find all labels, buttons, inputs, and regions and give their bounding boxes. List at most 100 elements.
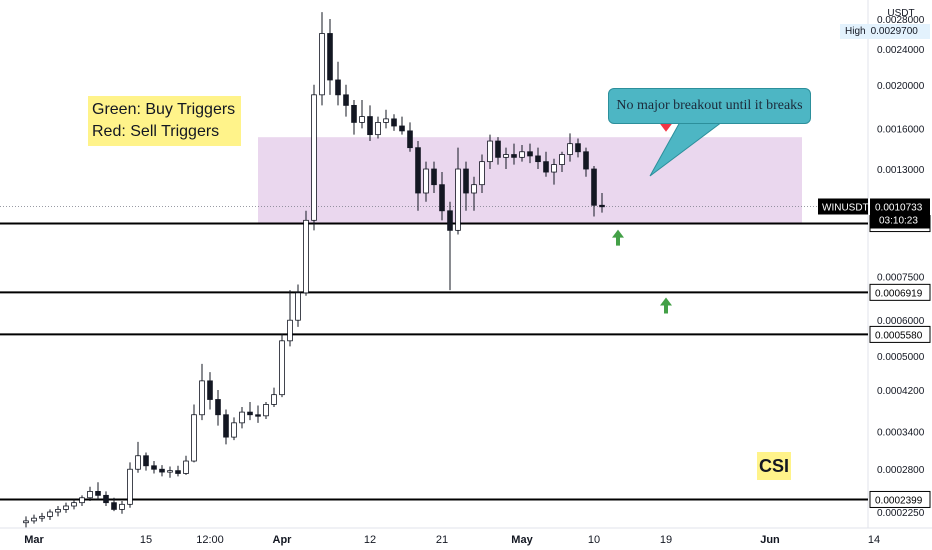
- level-price-box: [869, 490, 931, 508]
- time-tick-label: 12: [364, 534, 376, 546]
- price-tick-label: 0.0013000: [877, 165, 925, 176]
- candle: [335, 61, 341, 106]
- candle: [95, 482, 101, 500]
- candle: [527, 143, 533, 164]
- candle-body: [223, 414, 229, 438]
- candle: [223, 409, 229, 445]
- candle: [383, 109, 389, 129]
- level-price-box: [869, 325, 931, 343]
- candle: [511, 143, 517, 165]
- candle-body: [111, 502, 117, 510]
- candle-body: [343, 94, 349, 106]
- candle-body: [519, 151, 525, 158]
- candle: [567, 133, 573, 162]
- candle: [327, 19, 333, 95]
- candle: [175, 465, 181, 477]
- candle-body: [399, 125, 405, 132]
- candle-body: [103, 494, 109, 504]
- time-tick-label: 10: [588, 534, 600, 546]
- candle-body: [263, 404, 269, 417]
- candle: [471, 176, 477, 211]
- level-price-box: [869, 283, 931, 301]
- candle: [591, 166, 597, 217]
- candle: [287, 290, 293, 347]
- candle-body: [143, 455, 149, 467]
- candle-body: [119, 503, 125, 510]
- candle: [487, 134, 493, 170]
- candle: [135, 441, 141, 473]
- candle-body: [175, 470, 181, 474]
- candle-body: [151, 465, 157, 470]
- candle-body: [367, 116, 373, 136]
- candle-body: [295, 292, 301, 321]
- candle: [391, 114, 397, 131]
- price-tick-label: 0.0024000: [877, 45, 925, 56]
- buy-trigger-legend: Green: Buy Triggers: [92, 101, 236, 118]
- candle-body: [591, 168, 597, 206]
- candle: [375, 116, 381, 139]
- candle-body: [567, 143, 573, 155]
- candle-body: [511, 154, 517, 158]
- time-tick-label: 19: [660, 534, 672, 546]
- candle-body: [271, 394, 277, 405]
- candle: [415, 141, 421, 211]
- candle: [183, 455, 189, 475]
- candle-body: [423, 168, 429, 194]
- price-tick-label: 0.0007500: [877, 273, 925, 284]
- candle: [407, 122, 413, 152]
- candle: [319, 12, 325, 106]
- candle: [119, 501, 125, 514]
- candle-body: [87, 490, 93, 499]
- candle: [535, 147, 541, 170]
- candle-body: [23, 520, 29, 524]
- time-tick-label: Jun: [760, 534, 780, 546]
- candle-body: [431, 168, 437, 186]
- candle: [191, 404, 197, 463]
- level-price-label: 0.0006919: [875, 288, 923, 299]
- candle-body: [255, 414, 261, 417]
- bar-countdown-label: 03:10:23: [879, 215, 918, 226]
- candle: [503, 147, 509, 170]
- price-tick-label: 0.0005000: [877, 352, 925, 363]
- candle: [519, 144, 525, 162]
- candle: [103, 491, 109, 507]
- candle-body: [63, 505, 69, 510]
- symbol-tag-label: WINUSDT: [822, 202, 869, 213]
- candle: [151, 461, 157, 474]
- candle-body: [39, 515, 45, 519]
- candle: [23, 516, 29, 528]
- candle-body: [583, 151, 589, 170]
- time-tick-label: May: [511, 534, 533, 546]
- candle: [55, 506, 61, 517]
- candle-body: [247, 411, 253, 416]
- candle-body: [415, 147, 421, 194]
- candle-body: [191, 414, 197, 462]
- arrow-shape: [660, 297, 672, 314]
- candle-body: [167, 470, 173, 473]
- candle-body: [95, 490, 101, 496]
- candle-series: [23, 12, 605, 528]
- candle-body: [55, 509, 61, 513]
- candle-body: [215, 399, 221, 416]
- candle: [71, 499, 77, 510]
- time-tick-label: Apr: [273, 534, 293, 546]
- candle: [231, 417, 237, 441]
- candle: [351, 100, 357, 135]
- candle-body: [551, 164, 557, 173]
- time-tick-label: 21: [436, 534, 448, 546]
- candle-body: [391, 118, 397, 127]
- candle-body: [575, 143, 581, 153]
- price-tick-label: 0.0028000: [877, 15, 925, 26]
- candle: [575, 138, 581, 158]
- time-tick-label: Mar: [24, 534, 44, 546]
- candle: [543, 151, 549, 177]
- candle-body: [183, 460, 189, 474]
- candle-body: [71, 502, 77, 507]
- candle-body: [495, 140, 501, 158]
- currency-label: USDT: [887, 8, 915, 19]
- time-tick-label: 12:00: [196, 534, 224, 546]
- candle: [479, 154, 485, 193]
- candle-body: [31, 517, 37, 522]
- candle: [423, 161, 429, 202]
